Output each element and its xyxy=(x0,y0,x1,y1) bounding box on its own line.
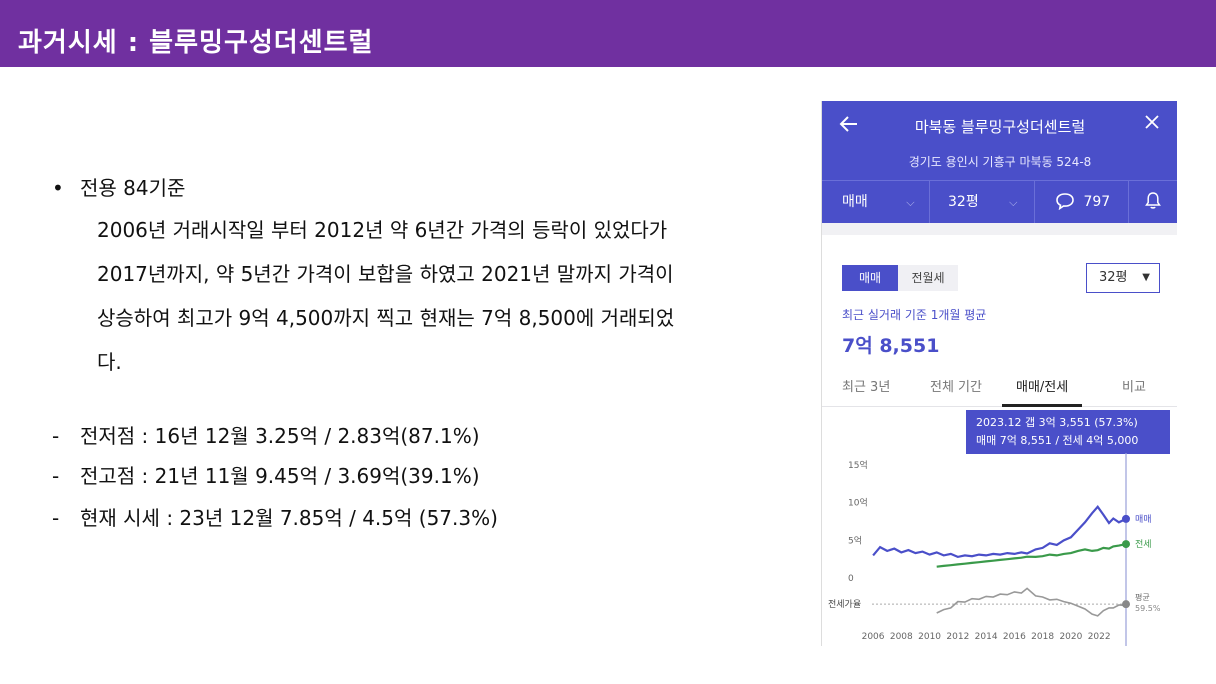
dash-item-text: 전저점 : 16년 12월 3.25억 / 2.83억(87.1%) xyxy=(80,424,480,448)
toolbar-divider xyxy=(929,181,930,224)
avg-price-value: 7억 8,551 xyxy=(842,335,940,357)
complex-address: 경기도 용인시 기흥구 마북동 524-8 xyxy=(908,155,1092,169)
bullet-dot: • xyxy=(52,176,64,200)
tab-all-period[interactable]: 전체 기간 xyxy=(930,380,982,395)
x-tick-label: 2010 xyxy=(918,632,941,642)
dash-item-text: 현재 시세 : 23년 12월 7.85억 / 4.5억 (57.3%) xyxy=(80,506,498,530)
speech-bubble-icon xyxy=(1056,193,1074,211)
segment-rent[interactable]: 전월세 xyxy=(898,265,958,291)
period-tabs: 최근 3년 전체 기간 매매/전세 비교 xyxy=(822,371,1177,407)
bell-icon xyxy=(1145,192,1161,209)
tab-compare[interactable]: 비교 xyxy=(1122,380,1146,395)
app-header: 마북동 블루밍구성더센트럴 경기도 용인시 기흥구 마북동 524-8 매매 ⌵… xyxy=(822,101,1177,224)
arrow-left-icon[interactable] xyxy=(838,113,862,137)
series-end-point-jeonse xyxy=(1122,540,1130,549)
y-tick-label: 5억 xyxy=(848,534,862,546)
series-end-point-sale xyxy=(1122,514,1130,523)
series-end-label-jeonse: 전세 xyxy=(1135,539,1152,550)
slide-title: 과거시세 : 블루밍구성더센트럴 xyxy=(18,28,374,58)
paragraph-line: 2006년 거래시작일 부터 2012년 약 6년간 가격의 등락이 있었다가 xyxy=(97,218,668,242)
x-tick-label: 2008 xyxy=(890,632,913,642)
y-tick-label: 0 xyxy=(848,574,854,584)
x-tick-label: 2016 xyxy=(1003,632,1026,642)
dash-item-low: - 전저점 : 16년 12월 3.25억 / 2.83억(87.1%) xyxy=(52,420,480,449)
slide-title-bar: 과거시세 : 블루밍구성더센트럴 xyxy=(0,0,1216,67)
dash-item-high: - 전고점 : 21년 11월 9.45억 / 3.69억(39.1%) xyxy=(52,460,480,489)
ratio-axis-label: 전세가율 xyxy=(828,599,861,610)
trade-type-dropdown[interactable]: 매매 ⌵ xyxy=(842,181,915,224)
y-tick-label: 10억 xyxy=(848,497,868,509)
bell-button[interactable] xyxy=(1144,181,1162,224)
caret-down-icon: ▼ xyxy=(1142,272,1150,283)
chevron-down-icon: ⌵ xyxy=(906,196,915,209)
slide-content: • 전용 84기준 2006년 거래시작일 부터 2012년 약 6년간 가격의… xyxy=(52,176,797,531)
toolbar-divider xyxy=(1128,181,1129,224)
size-dropdown[interactable]: 32평 ⌵ xyxy=(948,181,1018,224)
ratio-end-value: 59.5% xyxy=(1135,604,1161,613)
paragraph-line: 상승하여 최고가 9억 4,500까지 찍고 현재는 7억 8,500에 거래되… xyxy=(97,306,675,330)
chevron-down-icon: ⌵ xyxy=(1009,196,1018,209)
price-chart[interactable]: 15억 10억 5억 0 전세가율 2006 2008 2010 2012 2014 2016 201… xyxy=(822,453,1177,646)
size-select[interactable]: 32평 ▼ xyxy=(1086,263,1160,293)
close-icon[interactable] xyxy=(1140,113,1164,137)
x-tick-label: 2012 xyxy=(946,632,969,642)
tab-sale-jeonse[interactable]: 매매/전세 xyxy=(1016,380,1069,395)
complex-title: 마북동 블루밍구성더센트럴 xyxy=(914,118,1086,136)
size-label: 32평 xyxy=(948,194,979,210)
tooltip-line: 매매 7억 8,551 / 전세 4억 5,000 xyxy=(976,434,1139,447)
series-line-jeonse xyxy=(936,543,1127,568)
dash-marker: - xyxy=(52,506,60,530)
trade-type-label: 매매 xyxy=(842,194,868,210)
x-tick-label: 2014 xyxy=(975,632,998,642)
series-end-point-ratio xyxy=(1122,600,1130,609)
avg-price-label: 최근 실거래 기준 1개월 평균 xyxy=(842,308,987,322)
toolbar-divider xyxy=(1034,181,1035,224)
series-end-label-sale: 매매 xyxy=(1135,514,1152,525)
bullet-heading: 전용 84기준 xyxy=(80,176,186,200)
y-tick-label: 15억 xyxy=(848,459,868,471)
paragraph-line: 2017년까지, 약 5년간 가격이 보합을 하였고 2021년 말까지 가격이 xyxy=(97,262,674,286)
series-line-ratio xyxy=(936,587,1127,617)
description-paragraph: 2006년 거래시작일 부터 2012년 약 6년간 가격의 등락이 있었다가 … xyxy=(97,208,797,384)
x-tick-label: 2022 xyxy=(1088,632,1111,642)
x-tick-label: 2006 xyxy=(862,632,885,642)
comments-button[interactable]: 797 xyxy=(1055,181,1110,224)
comment-count: 797 xyxy=(1083,194,1111,210)
size-select-value: 32평 xyxy=(1099,270,1128,285)
app-screenshot-panel: 마북동 블루밍구성더센트럴 경기도 용인시 기흥구 마북동 524-8 매매 ⌵… xyxy=(821,101,1177,646)
dash-item-text: 전고점 : 21년 11월 9.45억 / 3.69억(39.1%) xyxy=(80,464,480,488)
x-tick-label: 2018 xyxy=(1031,632,1054,642)
tab-recent-3y[interactable]: 최근 3년 xyxy=(842,380,891,395)
segment-sale[interactable]: 매매 xyxy=(842,265,898,291)
dash-marker: - xyxy=(52,464,60,488)
chart-tooltip: 2023.12 갭 3억 3,551 (57.3%) 매매 7억 8,551 /… xyxy=(966,410,1170,454)
paragraph-line: 다. xyxy=(97,350,122,374)
app-toolbar: 매매 ⌵ 32평 ⌵ 797 xyxy=(822,180,1177,224)
ratio-end-label: 평균 xyxy=(1135,592,1150,602)
dash-item-current: - 현재 시세 : 23년 12월 7.85억 / 4.5억 (57.3%) xyxy=(52,502,498,531)
x-tick-label: 2020 xyxy=(1059,632,1082,642)
tooltip-line: 2023.12 갭 3억 3,551 (57.3%) xyxy=(976,416,1138,429)
section-gap xyxy=(822,223,1177,235)
series-line-sale xyxy=(872,505,1127,559)
dash-marker: - xyxy=(52,424,60,448)
active-tab-underline xyxy=(1002,404,1082,407)
